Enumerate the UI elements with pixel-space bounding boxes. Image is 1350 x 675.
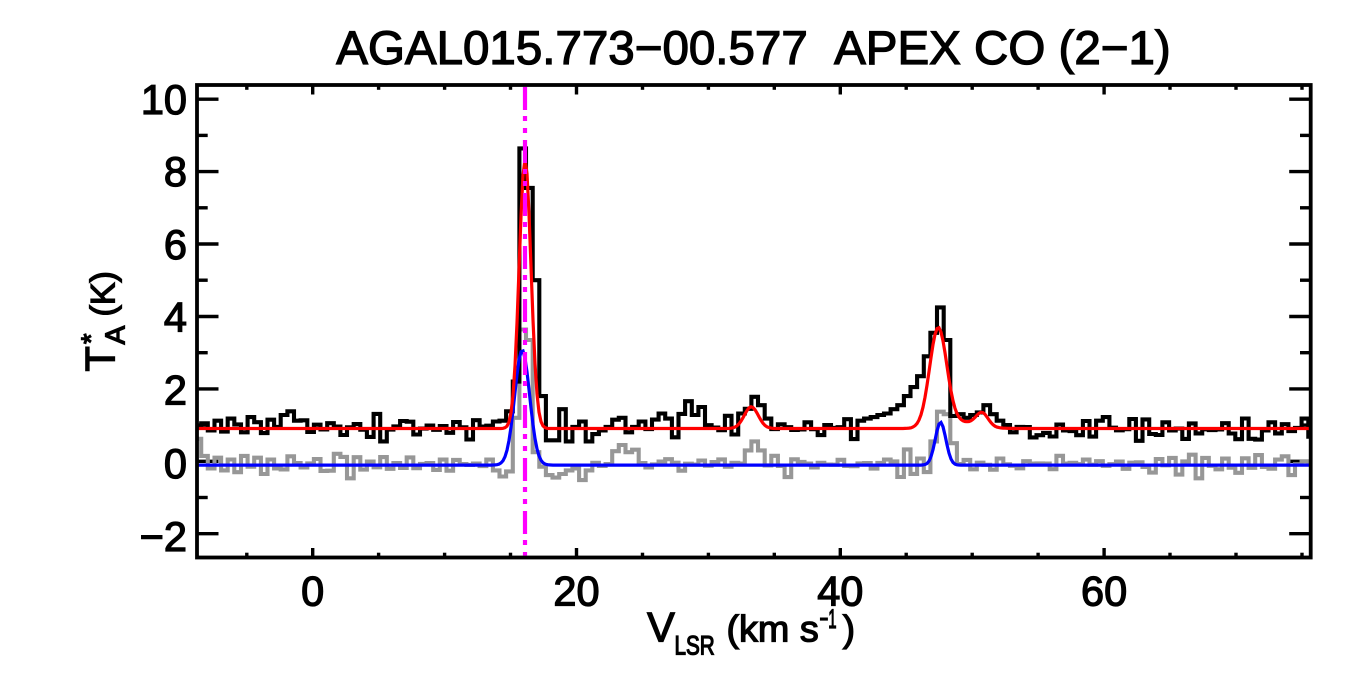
svg-text:AGAL015.773−00.577 APEX CO (2: AGAL015.773−00.577 APEX CO (2−1) xyxy=(336,22,1170,75)
svg-text:0: 0 xyxy=(164,440,187,487)
svg-text:20: 20 xyxy=(553,568,599,615)
svg-text:8: 8 xyxy=(164,148,187,195)
svg-text:VLSR (km s−1): VLSR (km s−1) xyxy=(647,603,855,660)
svg-text:T*A(K): T*A(K) xyxy=(76,271,130,371)
svg-text:0: 0 xyxy=(301,568,324,615)
svg-text:40: 40 xyxy=(817,568,863,615)
svg-text:10: 10 xyxy=(141,76,187,123)
svg-text:6: 6 xyxy=(164,221,187,268)
svg-text:60: 60 xyxy=(1081,568,1127,615)
svg-text:−2: −2 xyxy=(140,513,187,560)
svg-text:4: 4 xyxy=(164,294,187,341)
svg-text:2: 2 xyxy=(164,366,187,413)
